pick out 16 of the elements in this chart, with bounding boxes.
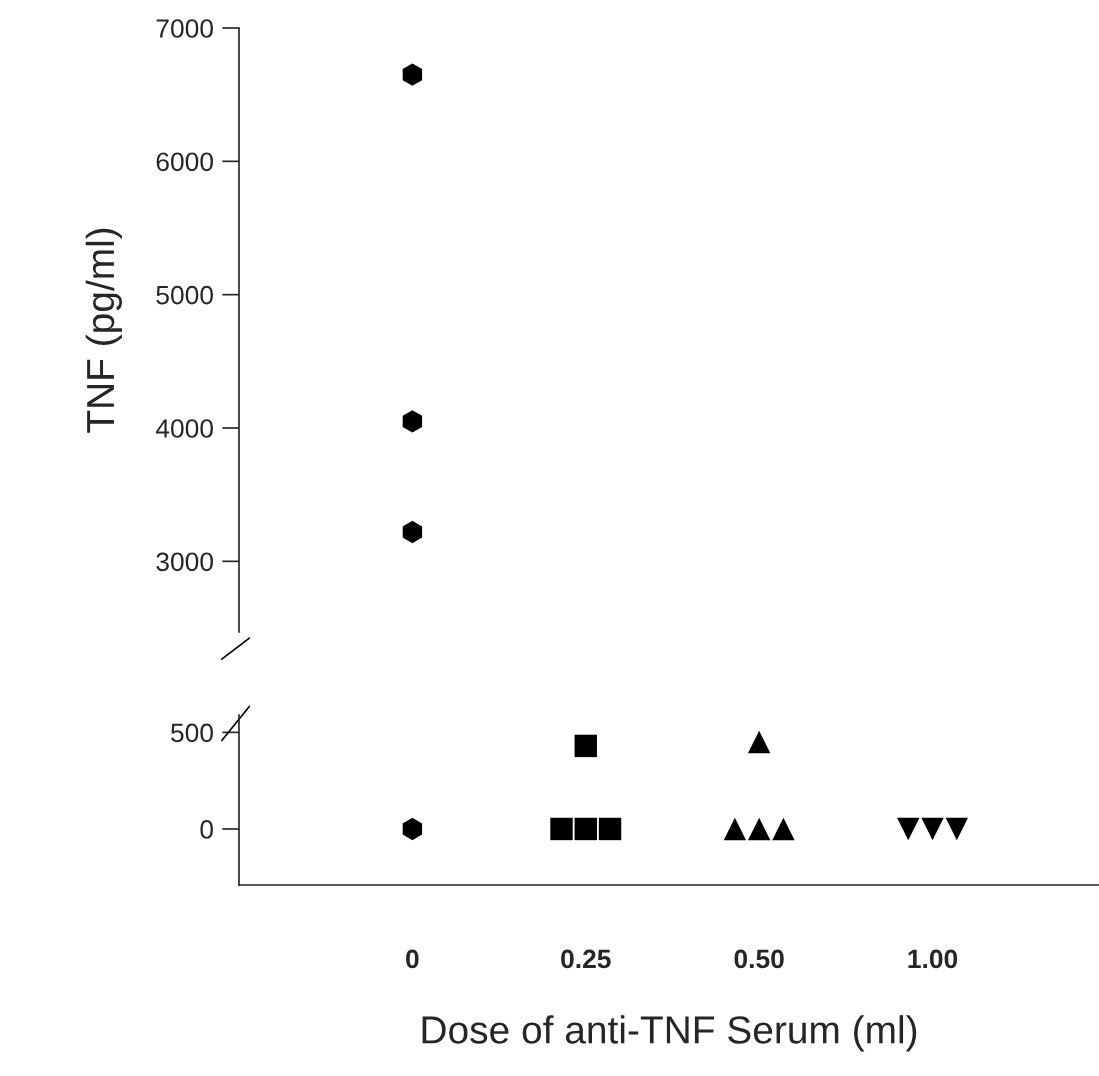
y-tick-label: 4000 [155, 419, 213, 438]
x-tick-label: 0.50 [734, 949, 784, 969]
x-axis-title: Dose of anti-TNF Serum (ml) [422, 1015, 917, 1052]
x-tick-label: 0 [406, 949, 419, 969]
x-tick-label: 1.00 [908, 949, 958, 969]
y-axis-title: TNF (pg/ml) [85, 228, 122, 433]
y-tick-label: 0 [200, 820, 213, 839]
y-tick-label: 5000 [156, 285, 213, 305]
y-tick-label: 500 [171, 723, 213, 743]
point [402, 410, 423, 433]
point [402, 63, 423, 86]
point [402, 520, 423, 544]
y-tick-label: 6000 [156, 152, 213, 172]
x-tick-label: 0.25 [561, 949, 611, 969]
y-tick-label: 7000 [156, 19, 213, 38]
y-tick-label: 3000 [156, 552, 213, 572]
